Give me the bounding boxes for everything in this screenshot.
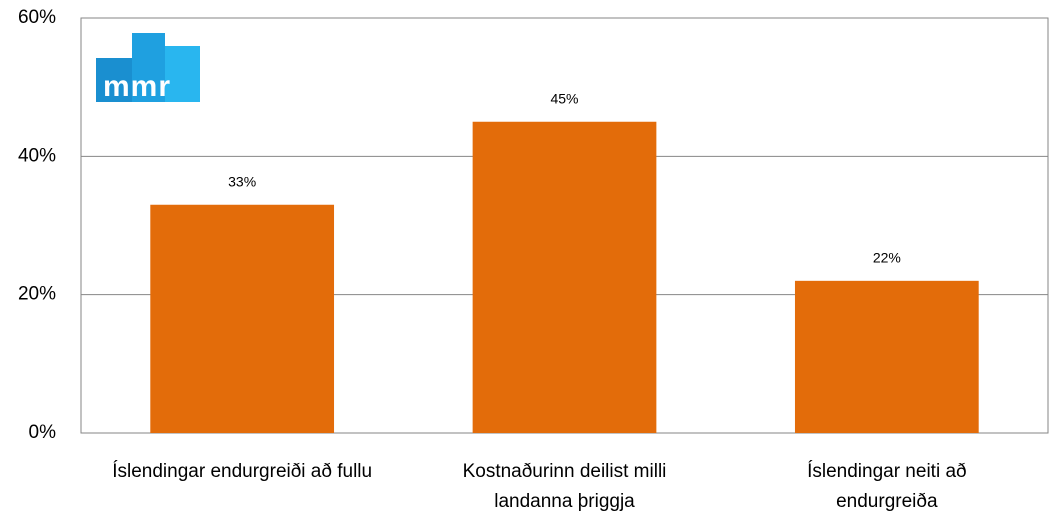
y-tick-label: 0% bbox=[29, 422, 57, 443]
value-label: 45% bbox=[550, 90, 578, 106]
logo: mmr bbox=[96, 33, 200, 103]
bar bbox=[472, 121, 657, 433]
logo-block bbox=[132, 33, 165, 102]
x-tick-label: Íslendingar neiti að endurgreiða bbox=[807, 461, 967, 512]
bar bbox=[150, 204, 335, 433]
value-label: 33% bbox=[228, 173, 256, 189]
y-tick-label: 20% bbox=[18, 284, 56, 305]
logo-text: mmr bbox=[103, 70, 171, 103]
value-label: 22% bbox=[873, 250, 901, 266]
logo-block bbox=[96, 58, 132, 102]
logo-block bbox=[165, 46, 200, 102]
bar bbox=[794, 280, 979, 433]
y-tick-label: 40% bbox=[18, 145, 56, 166]
x-tick-label: Íslendingar endurgreiði að fullu bbox=[112, 461, 373, 482]
x-tick-label: Kostnaðurinn deilist milli landanna þrig… bbox=[462, 461, 667, 512]
y-tick-label: 60% bbox=[18, 7, 56, 28]
